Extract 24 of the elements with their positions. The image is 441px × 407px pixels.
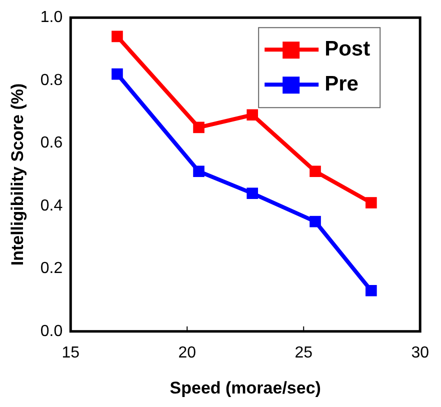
y-tick-label: 0.0 xyxy=(40,322,63,340)
x-tick-label: 15 xyxy=(62,344,80,362)
y-tick-label: 1.0 xyxy=(40,9,63,26)
x-axis-title: Speed (morae/sec) xyxy=(170,378,321,398)
point xyxy=(366,197,377,208)
point xyxy=(310,166,321,178)
y-axis-title: Intelligibility Score (%) xyxy=(8,83,27,266)
point xyxy=(246,188,258,199)
point xyxy=(246,109,258,121)
legend-label: Pre xyxy=(324,72,358,96)
point xyxy=(310,216,321,228)
point xyxy=(112,30,123,42)
y-tick-label: 0.8 xyxy=(40,72,63,89)
x-tick-label: 20 xyxy=(178,344,196,362)
point xyxy=(366,284,377,296)
y-tick-label: 0.6 xyxy=(40,134,63,152)
x-tick-label: 25 xyxy=(294,344,313,362)
point xyxy=(112,68,123,80)
y-tick-label: 0.2 xyxy=(40,260,63,278)
point xyxy=(193,122,204,134)
y-tick-label: 0.4 xyxy=(40,197,63,214)
x-tick-label: 30 xyxy=(411,344,430,362)
legend-label: Post xyxy=(324,37,370,60)
point xyxy=(193,166,204,178)
